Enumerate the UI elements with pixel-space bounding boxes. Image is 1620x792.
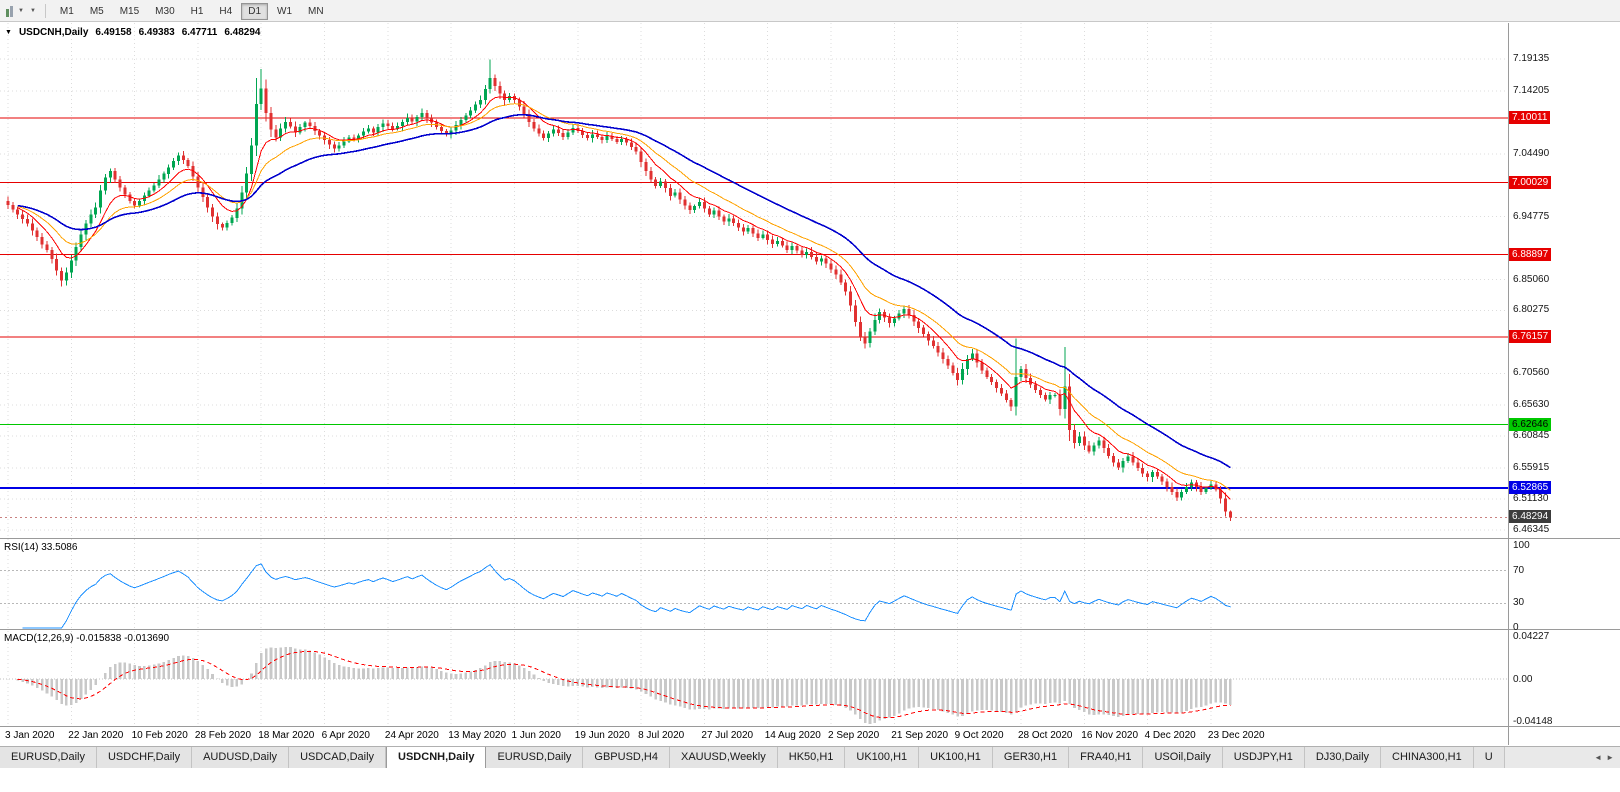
chart-tab-EURUSD-Daily[interactable]: EURUSD,Daily <box>0 747 97 768</box>
y-axis-price-label: 6.85060 <box>1513 273 1550 285</box>
x-axis-date-label: 2 Sep 2020 <box>828 730 880 741</box>
tab-scroll-arrows: ◄ ► <box>1590 747 1618 768</box>
x-axis-date-label: 9 Oct 2020 <box>954 730 1004 741</box>
chart-tabbar: EURUSD,Daily USDCHF,Daily AUDUSD,Daily USDC… <box>0 746 1620 768</box>
price-level-chip[interactable]: 6.76157 <box>1509 330 1552 344</box>
price-open: 6.49158 <box>95 27 132 38</box>
chart-tab-GBPUSD-H4[interactable]: GBPUSD,H4 <box>583 747 670 768</box>
macd-axis-label: 0.04227 <box>1513 631 1550 642</box>
price-level-chip[interactable]: 6.52865 <box>1509 480 1552 494</box>
rsi-axis-label: 100 <box>1513 540 1530 551</box>
y-axis-price-label: 6.65630 <box>1513 399 1550 411</box>
indicators-dropdown-icon[interactable]: ▼ <box>29 7 36 14</box>
chart-tab-AUDUSD-Daily[interactable]: AUDUSD,Daily <box>192 747 290 768</box>
x-axis-date-label: 19 Jun 2020 <box>574 730 630 741</box>
rsi-axis-label: 30 <box>1513 597 1525 609</box>
x-axis-date-label: 3 Jan 2020 <box>5 730 55 741</box>
chart-tab-DJ30-Daily[interactable]: DJ30,Daily <box>1304 747 1382 768</box>
rsi-axis-label: 70 <box>1513 564 1525 576</box>
x-axis-date-label: 22 Jan 2020 <box>68 730 124 741</box>
price-high: 6.49383 <box>138 27 175 38</box>
y-axis-price-label: 6.70560 <box>1513 367 1550 379</box>
x-axis-date-label: 1 Jun 2020 <box>511 730 562 741</box>
tab-scroll-left-icon[interactable]: ◄ <box>1594 753 1603 762</box>
chart-tab-HK50-H1[interactable]: HK50,H1 <box>777 747 846 768</box>
y-axis-price-label: 7.19135 <box>1513 53 1550 64</box>
x-axis-date-label: 21 Sep 2020 <box>891 730 949 741</box>
timeframe-button-H4[interactable]: H4 <box>219 6 233 17</box>
x-axis-date-label: 13 May 2020 <box>448 730 507 741</box>
price-close: 6.48294 <box>224 27 261 38</box>
y-axis-price-label: 6.80275 <box>1513 304 1550 316</box>
x-axis-date-label: 27 Jul 2020 <box>701 730 754 741</box>
rsi-indicator-label: RSI(14) 33.5086 <box>4 542 78 553</box>
chart-title: ▼ USDCNH,Daily 6.49158 6.49383 6.47711 6… <box>5 27 260 38</box>
chart-symbol-timeframe: USDCNH,Daily <box>18 27 89 38</box>
chart-tab-USDCNH-Daily[interactable]: USDCNH,Daily <box>386 747 487 768</box>
x-axis-date-label: 6 Apr 2020 <box>321 730 370 741</box>
y-axis-price-label: 6.60845 <box>1513 430 1550 442</box>
x-axis-date-label: 8 Jul 2020 <box>638 730 685 741</box>
chart-tab-FRA40-H1[interactable]: FRA40,H1 <box>1069 747 1144 768</box>
x-axis-date-label: 14 Aug 2020 <box>764 730 821 741</box>
x-axis-date-label: 28 Oct 2020 <box>1018 730 1073 741</box>
y-axis-price-label: 6.55915 <box>1513 462 1550 473</box>
timeframe-button-M15[interactable]: M15 <box>119 6 140 17</box>
chart-tab-U[interactable]: U <box>1473 747 1505 768</box>
chart-canvas[interactable] <box>0 0 1620 748</box>
chart-tab-USDCAD-Daily[interactable]: USDCAD,Daily <box>289 747 387 768</box>
y-axis-price-label: 7.04490 <box>1513 147 1550 159</box>
x-axis-date-label: 10 Feb 2020 <box>131 730 188 741</box>
price-level-chip[interactable]: 6.62646 <box>1509 417 1552 431</box>
timeframe-button-W1[interactable]: W1 <box>277 6 293 17</box>
timeframe-button-M5[interactable]: M5 <box>89 6 104 17</box>
x-axis-date-label: 23 Dec 2020 <box>1207 730 1265 741</box>
chart-type-icon[interactable] <box>6 5 13 17</box>
toolbar-separator <box>44 3 46 18</box>
chart-type-dropdown-icon[interactable]: ▼ <box>18 7 24 14</box>
y-axis-price-label: 6.46345 <box>1513 524 1550 535</box>
macd-axis-label: -0.04148 <box>1513 716 1553 727</box>
y-axis-price-label: 6.94775 <box>1513 210 1550 222</box>
chart-tab-UK100-H1[interactable]: UK100,H1 <box>919 747 993 768</box>
timeframe-button-D1[interactable]: D1 <box>241 3 269 20</box>
x-axis-date-label: 16 Nov 2020 <box>1081 730 1139 741</box>
chart-tab-USOil-Daily[interactable]: USOil,Daily <box>1143 747 1223 768</box>
timeframe-button-H1[interactable]: H1 <box>190 6 204 17</box>
timeframe-button-M30[interactable]: M30 <box>155 6 175 17</box>
price-low: 6.47711 <box>181 27 218 38</box>
chart-tab-USDJPY-H1[interactable]: USDJPY,H1 <box>1222 747 1305 768</box>
timeframe-buttons: M1 M5 M15 M30 H1 H4 D1 W1 MN <box>52 1 332 20</box>
price-level-chip[interactable]: 7.00029 <box>1509 175 1552 189</box>
timeframe-button-M1[interactable]: M1 <box>59 6 74 17</box>
chart-tab-XAUUSD-Weekly[interactable]: XAUUSD,Weekly <box>669 747 778 768</box>
y-axis-price-label: 6.51130 <box>1513 493 1549 504</box>
chart-tabs: EURUSD,Daily USDCHF,Daily AUDUSD,Daily USDC… <box>0 747 1505 768</box>
chart-tab-CHINA300-H1[interactable]: CHINA300,H1 <box>1381 747 1474 768</box>
x-axis-date-label: 24 Apr 2020 <box>384 730 439 741</box>
current-price-chip: 6.48294 <box>1509 510 1552 524</box>
price-chart-svg[interactable] <box>0 0 1620 748</box>
tab-scroll-right-icon[interactable]: ► <box>1606 753 1614 762</box>
collapse-icon[interactable]: ▼ <box>5 29 12 36</box>
macd-indicator-label: MACD(12,26,9) -0.015838 -0.013690 <box>4 633 170 644</box>
chart-tab-GER30-H1[interactable]: GER30,H1 <box>992 747 1070 768</box>
y-axis-price-label: 7.14205 <box>1513 84 1550 96</box>
chart-tab-UK100-H1[interactable]: UK100,H1 <box>845 747 920 768</box>
x-axis-date-label: 4 Dec 2020 <box>1144 730 1196 741</box>
rsi-axis-label: 0 <box>1513 622 1519 633</box>
x-axis-date-label: 28 Feb 2020 <box>194 730 252 741</box>
x-axis-date-label: 18 Mar 2020 <box>258 730 315 741</box>
timeframe-toolbar: ▼ ▼ M1 M5 M15 M30 H1 H4 D1 W1 MN <box>0 0 1620 22</box>
price-level-chip[interactable]: 6.88897 <box>1509 247 1552 261</box>
timeframe-button-MN[interactable]: MN <box>308 6 324 17</box>
chart-tab-USDCHF-Daily[interactable]: USDCHF,Daily <box>96 747 193 768</box>
price-level-chip[interactable]: 7.10011 <box>1509 111 1551 124</box>
chart-tab-EURUSD-Daily[interactable]: EURUSD,Daily <box>486 747 584 768</box>
macd-axis-label: 0.00 <box>1513 673 1533 685</box>
